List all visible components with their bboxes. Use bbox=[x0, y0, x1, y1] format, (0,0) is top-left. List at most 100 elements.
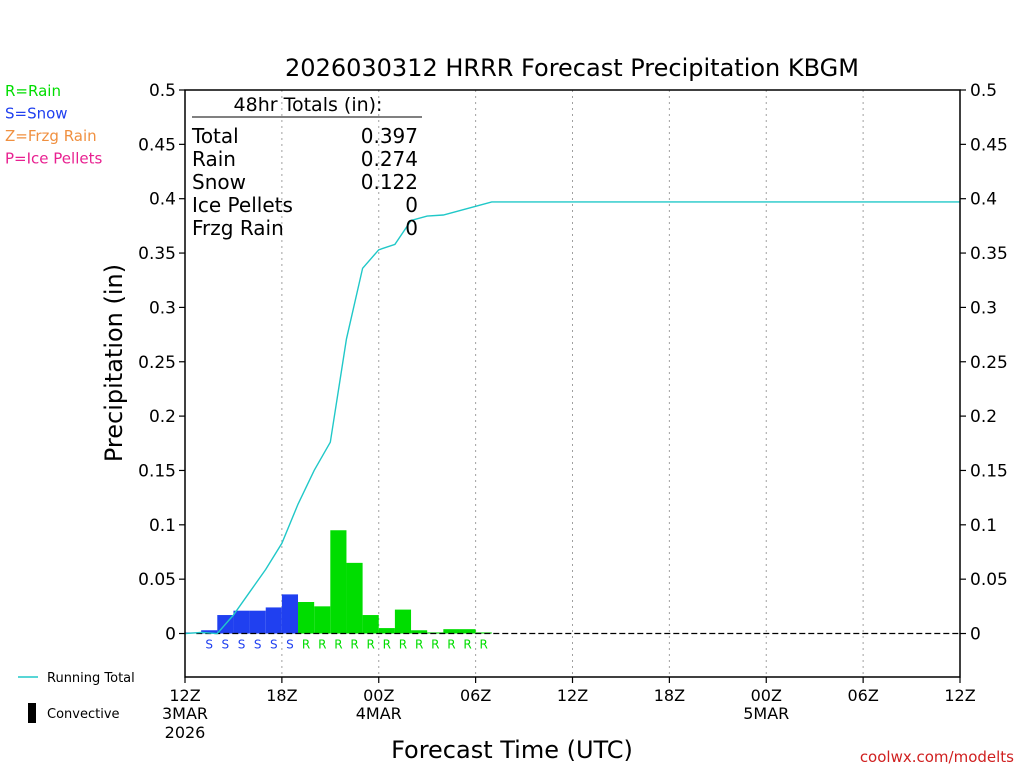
totals-row-value: 0 bbox=[405, 193, 418, 217]
precip-type-marker: R bbox=[367, 638, 375, 652]
precip-bar bbox=[459, 629, 476, 634]
totals-row-label: Frzg Rain bbox=[192, 216, 284, 240]
precip-type-marker: S bbox=[222, 638, 230, 652]
precip-bar bbox=[265, 607, 282, 634]
precip-type-marker: R bbox=[431, 638, 439, 652]
y-tick-label-right: 0.5 bbox=[970, 81, 997, 101]
precip-bar bbox=[281, 594, 299, 634]
precip-type-marker: R bbox=[383, 638, 391, 652]
chart-title: 2026030312 HRRR Forecast Precipitation K… bbox=[285, 54, 859, 82]
precip-type-marker: S bbox=[254, 638, 262, 652]
bar-series bbox=[185, 530, 492, 634]
precip-type-marker: R bbox=[415, 638, 423, 652]
precip-type-legend-item: S=Snow bbox=[5, 105, 68, 123]
precip-bar bbox=[249, 610, 266, 634]
precip-type-marker: R bbox=[302, 638, 310, 652]
precip-type-marker: S bbox=[205, 638, 213, 652]
running-total-legend-label: Running Total bbox=[47, 671, 135, 686]
precip-bar bbox=[475, 632, 492, 634]
precip-type-marker: S bbox=[238, 638, 246, 652]
y-tick-label-right: 0.35 bbox=[970, 244, 1008, 264]
x-tick-date-label: 3MAR bbox=[162, 704, 208, 723]
y-axis-right: 0 0.05 0.1 0.15 0.2 0.25 0.3 0.35 0.4 0.45 0.5 bbox=[960, 81, 1008, 645]
precip-bar bbox=[330, 530, 347, 634]
precip-bar bbox=[443, 629, 460, 634]
y-tick-label-left: 0.4 bbox=[149, 190, 176, 210]
totals-row-value: 0 bbox=[405, 216, 418, 240]
precip-type-legend-item: R=Rain bbox=[5, 82, 61, 100]
precip-type-legend-item: Z=Frzg Rain bbox=[5, 127, 97, 145]
y-tick-label-right: 0 bbox=[970, 625, 981, 645]
credit-text: coolwx.com/modelts bbox=[860, 748, 1014, 766]
precip-type-marker: R bbox=[399, 638, 407, 652]
totals-box: 48hr Totals (in): Total 0.397 Rain 0.274 Sno… bbox=[191, 94, 422, 240]
totals-rows: Total 0.397 Rain 0.274 Snow 0.122 Ice Pellets 0… bbox=[191, 124, 418, 240]
precip-type-marker: R bbox=[350, 638, 358, 652]
precip-bar bbox=[362, 615, 379, 634]
precip-bar bbox=[394, 609, 412, 634]
precip-type-legend: R=Rain S=Snow Z=Frzg Rain P=Ice Pellets bbox=[5, 82, 102, 168]
y-tick-label-right: 0.25 bbox=[970, 353, 1008, 373]
x-tick-label: 18Z bbox=[266, 686, 297, 705]
y-tick-label-left: 0.3 bbox=[149, 298, 176, 318]
convective-swatch bbox=[28, 703, 36, 723]
totals-row-label: Ice Pellets bbox=[192, 193, 293, 217]
y-tick-label-right: 0.4 bbox=[970, 190, 997, 210]
y-tick-label-left: 0.25 bbox=[138, 353, 176, 373]
x-tick-date-label: 5MAR bbox=[743, 704, 789, 723]
precip-type-legend-item: P=Ice Pellets bbox=[5, 150, 102, 168]
x-tick-label: 06Z bbox=[460, 686, 491, 705]
x-tick-label: 06Z bbox=[847, 686, 878, 705]
x-tick-label: 12Z bbox=[557, 686, 588, 705]
x-tick-label: 00Z bbox=[751, 686, 782, 705]
precip-bar bbox=[378, 628, 395, 634]
precip-bar bbox=[314, 606, 331, 634]
grid-lines bbox=[281, 90, 864, 677]
precip-type-marker: R bbox=[318, 638, 326, 652]
y-axis-label: Precipitation (in) bbox=[100, 264, 128, 462]
totals-row-value: 0.397 bbox=[361, 124, 418, 148]
totals-row-label: Rain bbox=[192, 147, 236, 171]
x-tick-label: 12Z bbox=[944, 686, 975, 705]
precip-bar bbox=[411, 630, 428, 634]
y-axis-left: 0 0.05 0.1 0.15 0.2 0.25 0.3 0.35 0.4 0.45 0.5 bbox=[138, 81, 185, 645]
x-tick-year-label: 2026 bbox=[165, 723, 206, 742]
x-tick-date-label: 4MAR bbox=[356, 704, 402, 723]
y-tick-label-left: 0.15 bbox=[138, 461, 176, 481]
convective-legend-label: Convective bbox=[47, 707, 120, 722]
totals-row-value: 0.274 bbox=[361, 147, 418, 171]
y-tick-label-left: 0.45 bbox=[138, 135, 176, 155]
y-tick-label-left: 0 bbox=[165, 625, 176, 645]
y-tick-label-right: 0.3 bbox=[970, 298, 997, 318]
precip-type-marker: S bbox=[270, 638, 278, 652]
x-tick-label: 18Z bbox=[654, 686, 685, 705]
y-tick-label-left: 0.2 bbox=[149, 407, 176, 427]
x-tick-label: 12Z bbox=[169, 686, 200, 705]
precip-type-marker: R bbox=[480, 638, 488, 652]
totals-row-label: Snow bbox=[192, 170, 246, 194]
precip-type-marker: S bbox=[286, 638, 294, 652]
totals-row-value: 0.122 bbox=[361, 170, 418, 194]
precip-bar bbox=[298, 601, 315, 634]
x-tick-label: 00Z bbox=[363, 686, 394, 705]
precip-bar bbox=[346, 562, 363, 634]
y-tick-label-right: 0.1 bbox=[970, 516, 997, 536]
running-total-line bbox=[184, 201, 960, 635]
y-tick-label-left: 0.1 bbox=[149, 516, 176, 536]
totals-row-label: Total bbox=[191, 124, 239, 148]
y-tick-label-right: 0.2 bbox=[970, 407, 997, 427]
y-tick-label-right: 0.15 bbox=[970, 461, 1008, 481]
precip-type-marker: R bbox=[334, 638, 342, 652]
precip-bar bbox=[233, 610, 250, 634]
y-tick-label-left: 0.5 bbox=[149, 81, 176, 101]
bottom-legend: Running Total Convective bbox=[18, 671, 135, 723]
precip-bar bbox=[201, 630, 218, 634]
y-tick-label-left: 0.35 bbox=[138, 244, 176, 264]
y-tick-label-right: 0.05 bbox=[970, 570, 1008, 590]
y-tick-label-left: 0.05 bbox=[138, 570, 176, 590]
totals-header: 48hr Totals (in): bbox=[234, 94, 383, 116]
precip-type-marker: R bbox=[447, 638, 455, 652]
x-axis-label: Forecast Time (UTC) bbox=[391, 736, 633, 764]
